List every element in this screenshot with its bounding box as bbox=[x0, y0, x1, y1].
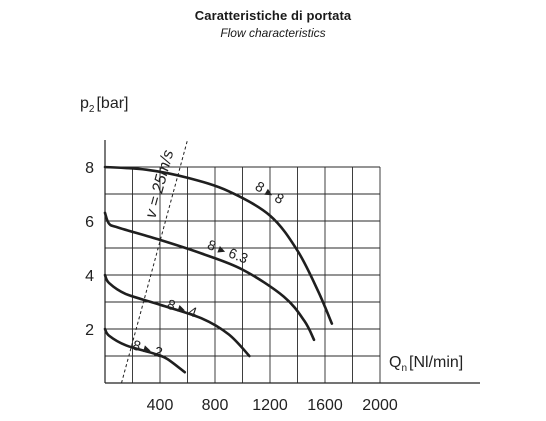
chart-subtitle: Flow characteristics bbox=[220, 26, 326, 40]
y-axis-label: p2 [bar] bbox=[80, 95, 128, 115]
x-tick-label: 1600 bbox=[307, 397, 343, 414]
y-axis-label-sub: 2 bbox=[89, 104, 95, 115]
velocity-label: v = 25m/s bbox=[143, 148, 178, 220]
velocity-line bbox=[121, 139, 188, 384]
x-tick-label: 400 bbox=[147, 397, 174, 414]
x-axis-label-sub: n bbox=[401, 363, 407, 374]
x-tick-label: 2000 bbox=[362, 397, 398, 414]
y-axis-label-main: p bbox=[80, 95, 89, 112]
x-axis-label-unit: [Nl/min] bbox=[409, 354, 463, 371]
x-axis-label: Qn [Nl/min] bbox=[389, 354, 463, 374]
series-curve-3 bbox=[103, 273, 251, 358]
x-tick-label: 800 bbox=[202, 397, 229, 414]
tick-labels: 2 4 6 8 400 800 1200 1600 2000 bbox=[85, 160, 398, 414]
y-axis-label-unit: [bar] bbox=[96, 95, 128, 112]
series-curve-1 bbox=[103, 165, 334, 325]
chart-title: Caratteristiche di portata bbox=[194, 8, 352, 23]
x-tick-label: 1200 bbox=[252, 397, 288, 414]
series-label-3: 8 ▸ 4 bbox=[165, 296, 199, 321]
y-tick-label: 4 bbox=[85, 268, 94, 285]
series-curve-4 bbox=[103, 327, 187, 374]
title-block: Caratteristiche di portata Flow characte… bbox=[0, 8, 546, 40]
series-curves bbox=[103, 165, 334, 374]
y-tick-label: 2 bbox=[85, 322, 94, 339]
axes bbox=[104, 140, 480, 384]
x-axis-label-main: Q bbox=[389, 354, 401, 371]
series-curve-2 bbox=[103, 211, 316, 342]
y-tick-label: 8 bbox=[85, 160, 94, 177]
y-tick-label: 6 bbox=[85, 214, 94, 231]
